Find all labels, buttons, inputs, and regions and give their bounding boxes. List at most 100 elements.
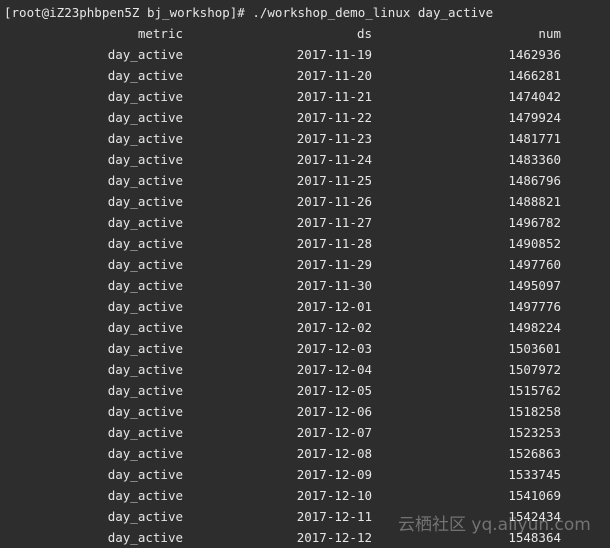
cell-metric: day_active <box>107 215 183 230</box>
cell-ds: 2017-12-07 <box>296 425 372 440</box>
table-row: day_active 2017-11-30 1495097 <box>0 275 610 296</box>
table-row: day_active 2017-12-12 1548364 <box>0 527 610 548</box>
table-row: day_active 2017-11-19 1462936 <box>0 44 610 65</box>
cell-num: 1483360 <box>508 152 561 167</box>
cell-ds: 2017-11-29 <box>296 257 372 272</box>
cell-num: 1541069 <box>508 488 561 503</box>
table-row: day_active 2017-12-02 1498224 <box>0 317 610 338</box>
cell-num: 1462936 <box>508 47 561 62</box>
cell-ds: 2017-12-08 <box>296 446 372 461</box>
cell-metric: day_active <box>107 509 183 524</box>
cell-num: 1548364 <box>508 530 561 545</box>
cell-num: 1488821 <box>508 194 561 209</box>
cell-ds: 2017-12-06 <box>296 404 372 419</box>
cell-ds: 2017-11-20 <box>296 68 372 83</box>
cell-metric: day_active <box>107 152 183 167</box>
cell-num: 1495097 <box>508 278 561 293</box>
cell-metric: day_active <box>107 278 183 293</box>
table-row: day_active 2017-12-07 1523253 <box>0 422 610 443</box>
cell-num: 1518258 <box>508 404 561 419</box>
table-row: day_active 2017-11-22 1479924 <box>0 107 610 128</box>
cell-ds: 2017-11-26 <box>296 194 372 209</box>
cell-num: 1507972 <box>508 362 561 377</box>
column-header-ds: ds <box>356 26 372 41</box>
watermark: 云栖社区 yq.aliyun.com <box>398 515 591 535</box>
table-row: day_active 2017-11-26 1488821 <box>0 191 610 212</box>
column-header-num: num <box>538 26 561 41</box>
cell-metric: day_active <box>107 68 183 83</box>
cell-metric: day_active <box>107 257 183 272</box>
cell-metric: day_active <box>107 131 183 146</box>
cell-num: 1542434 <box>508 509 561 524</box>
table-row: day_active 2017-11-29 1497760 <box>0 254 610 275</box>
cell-ds: 2017-12-12 <box>296 530 372 545</box>
cell-metric: day_active <box>107 404 183 419</box>
cell-ds: 2017-12-11 <box>296 509 372 524</box>
cell-ds: 2017-12-02 <box>296 320 372 335</box>
cell-metric: day_active <box>107 530 183 545</box>
table-row: day_active 2017-12-06 1518258 <box>0 401 610 422</box>
table-row: day_active 2017-12-03 1503601 <box>0 338 610 359</box>
cell-ds: 2017-11-23 <box>296 131 372 146</box>
cell-metric: day_active <box>107 341 183 356</box>
cell-num: 1474042 <box>508 89 561 104</box>
table-row: day_active 2017-11-28 1490852 <box>0 233 610 254</box>
cell-metric: day_active <box>107 488 183 503</box>
cell-num: 1515762 <box>508 383 561 398</box>
cell-metric: day_active <box>107 467 183 482</box>
cell-ds: 2017-11-22 <box>296 110 372 125</box>
cell-num: 1497760 <box>508 257 561 272</box>
cell-ds: 2017-11-24 <box>296 152 372 167</box>
cell-metric: day_active <box>107 110 183 125</box>
cell-metric: day_active <box>107 194 183 209</box>
cell-ds: 2017-12-10 <box>296 488 372 503</box>
cell-ds: 2017-12-09 <box>296 467 372 482</box>
cell-ds: 2017-11-30 <box>296 278 372 293</box>
cell-metric: day_active <box>107 299 183 314</box>
cell-num: 1523253 <box>508 425 561 440</box>
cell-ds: 2017-11-28 <box>296 236 372 251</box>
cell-metric: day_active <box>107 320 183 335</box>
table-row: day_active 2017-12-08 1526863 <box>0 443 610 464</box>
table-row: day_active 2017-12-04 1507972 <box>0 359 610 380</box>
table-row: day_active 2017-12-01 1497776 <box>0 296 610 317</box>
cell-metric: day_active <box>107 446 183 461</box>
cell-num: 1533745 <box>508 467 561 482</box>
cell-num: 1486796 <box>508 173 561 188</box>
cell-ds: 2017-12-05 <box>296 383 372 398</box>
cell-metric: day_active <box>107 383 183 398</box>
cell-metric: day_active <box>107 89 183 104</box>
cell-num: 1503601 <box>508 341 561 356</box>
table-row: day_active 2017-11-25 1486796 <box>0 170 610 191</box>
cell-metric: day_active <box>107 47 183 62</box>
table-row: day_active 2017-12-09 1533745 <box>0 464 610 485</box>
cell-ds: 2017-12-04 <box>296 362 372 377</box>
cell-num: 1498224 <box>508 320 561 335</box>
cell-ds: 2017-11-21 <box>296 89 372 104</box>
cell-metric: day_active <box>107 362 183 377</box>
cell-metric: day_active <box>107 173 183 188</box>
cell-metric: day_active <box>107 236 183 251</box>
table-row: day_active 2017-12-10 1541069 <box>0 485 610 506</box>
table-row: day_active 2017-11-24 1483360 <box>0 149 610 170</box>
cell-num: 1466281 <box>508 68 561 83</box>
cell-num: 1526863 <box>508 446 561 461</box>
cell-num: 1479924 <box>508 110 561 125</box>
table-header: metric ds num <box>0 23 610 44</box>
cell-ds: 2017-12-03 <box>296 341 372 356</box>
cell-num: 1490852 <box>508 236 561 251</box>
cell-num: 1497776 <box>508 299 561 314</box>
table-row: day_active 2017-11-20 1466281 <box>0 65 610 86</box>
cell-ds: 2017-11-27 <box>296 215 372 230</box>
table-row: day_active 2017-12-11 1542434 <box>0 506 610 527</box>
cell-ds: 2017-11-25 <box>296 173 372 188</box>
command-line: [root@iZ23phbpen5Z bj_workshop]# ./works… <box>4 5 494 20</box>
table-row: day_active 2017-11-21 1474042 <box>0 86 610 107</box>
table-row: day_active 2017-11-23 1481771 <box>0 128 610 149</box>
table-row: day_active 2017-12-05 1515762 <box>0 380 610 401</box>
column-header-metric: metric <box>137 26 183 41</box>
cell-num: 1481771 <box>508 131 561 146</box>
cell-ds: 2017-12-01 <box>296 299 372 314</box>
cell-metric: day_active <box>107 425 183 440</box>
cell-ds: 2017-11-19 <box>296 47 372 62</box>
